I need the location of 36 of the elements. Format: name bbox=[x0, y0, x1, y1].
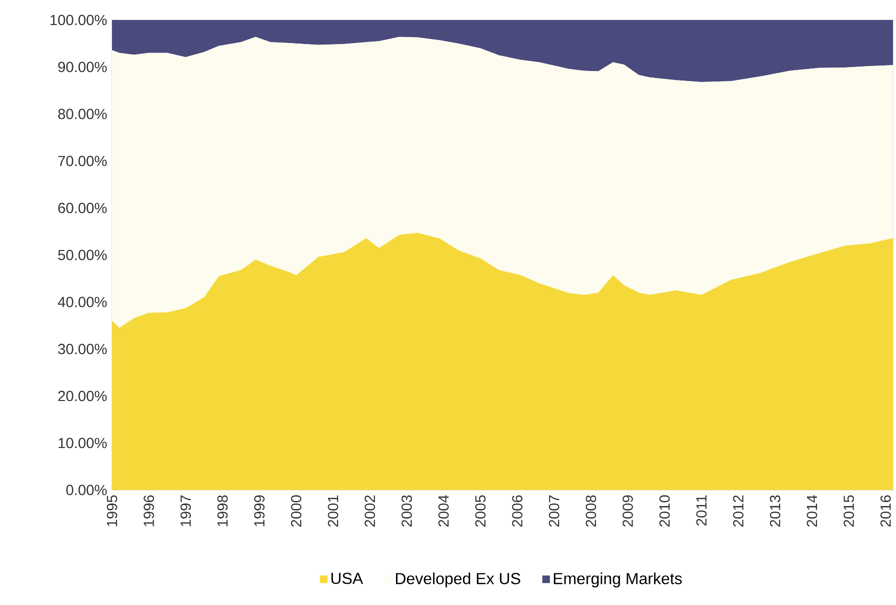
x-tick-label: 2015 bbox=[844, 495, 854, 527]
x-tick-label: 2001 bbox=[328, 495, 338, 527]
x-tick-label: 1997 bbox=[180, 495, 191, 526]
x-tick-label: 2013 bbox=[770, 495, 780, 527]
y-tick-label: 30.00% bbox=[58, 344, 107, 354]
y-tick-label: 90.00% bbox=[58, 62, 107, 72]
y-tick-label: 100.00% bbox=[50, 14, 107, 26]
x-tick-label: 2003 bbox=[402, 495, 412, 527]
x-tick-label: 2012 bbox=[733, 495, 744, 527]
legend-label: Developed Ex US bbox=[396, 572, 520, 588]
x-tick-label: 2009 bbox=[622, 495, 633, 527]
legend-label: Emerging Markets bbox=[554, 572, 682, 588]
x-tick-label: 1999 bbox=[254, 495, 265, 526]
x-tick-label: 2008 bbox=[586, 495, 596, 527]
x-tick-label: 1998 bbox=[217, 495, 228, 526]
x-tick-label: 2016 bbox=[880, 495, 891, 527]
x-tick-label: 2010 bbox=[659, 495, 670, 527]
x-tick-label: 2007 bbox=[548, 495, 560, 527]
y-tick-label: 60.00% bbox=[58, 202, 107, 214]
x-tick-label: 1995 bbox=[106, 495, 118, 526]
y-tick-label: 0.00% bbox=[66, 484, 107, 496]
x-tick-label: 2014 bbox=[806, 495, 818, 527]
y-tick-label: 10.00% bbox=[58, 438, 107, 448]
x-tick-label: 2002 bbox=[364, 495, 376, 527]
y-tick-label: 70.00% bbox=[58, 156, 107, 166]
x-tick-label: 2011 bbox=[696, 495, 707, 526]
y-tick-label: 20.00% bbox=[58, 390, 107, 402]
x-tick-label: 2004 bbox=[438, 495, 449, 527]
x-tick-label: 2000 bbox=[291, 495, 302, 527]
x-tick-label: 2005 bbox=[475, 495, 486, 527]
x-tick-label: 2006 bbox=[512, 495, 522, 527]
legend-label: USA bbox=[331, 572, 364, 584]
y-tick-label: 40.00% bbox=[58, 296, 107, 308]
y-tick-label: 50.00% bbox=[58, 250, 107, 260]
x-tick-label: 1996 bbox=[144, 495, 154, 526]
y-tick-label: 80.00% bbox=[58, 108, 107, 120]
